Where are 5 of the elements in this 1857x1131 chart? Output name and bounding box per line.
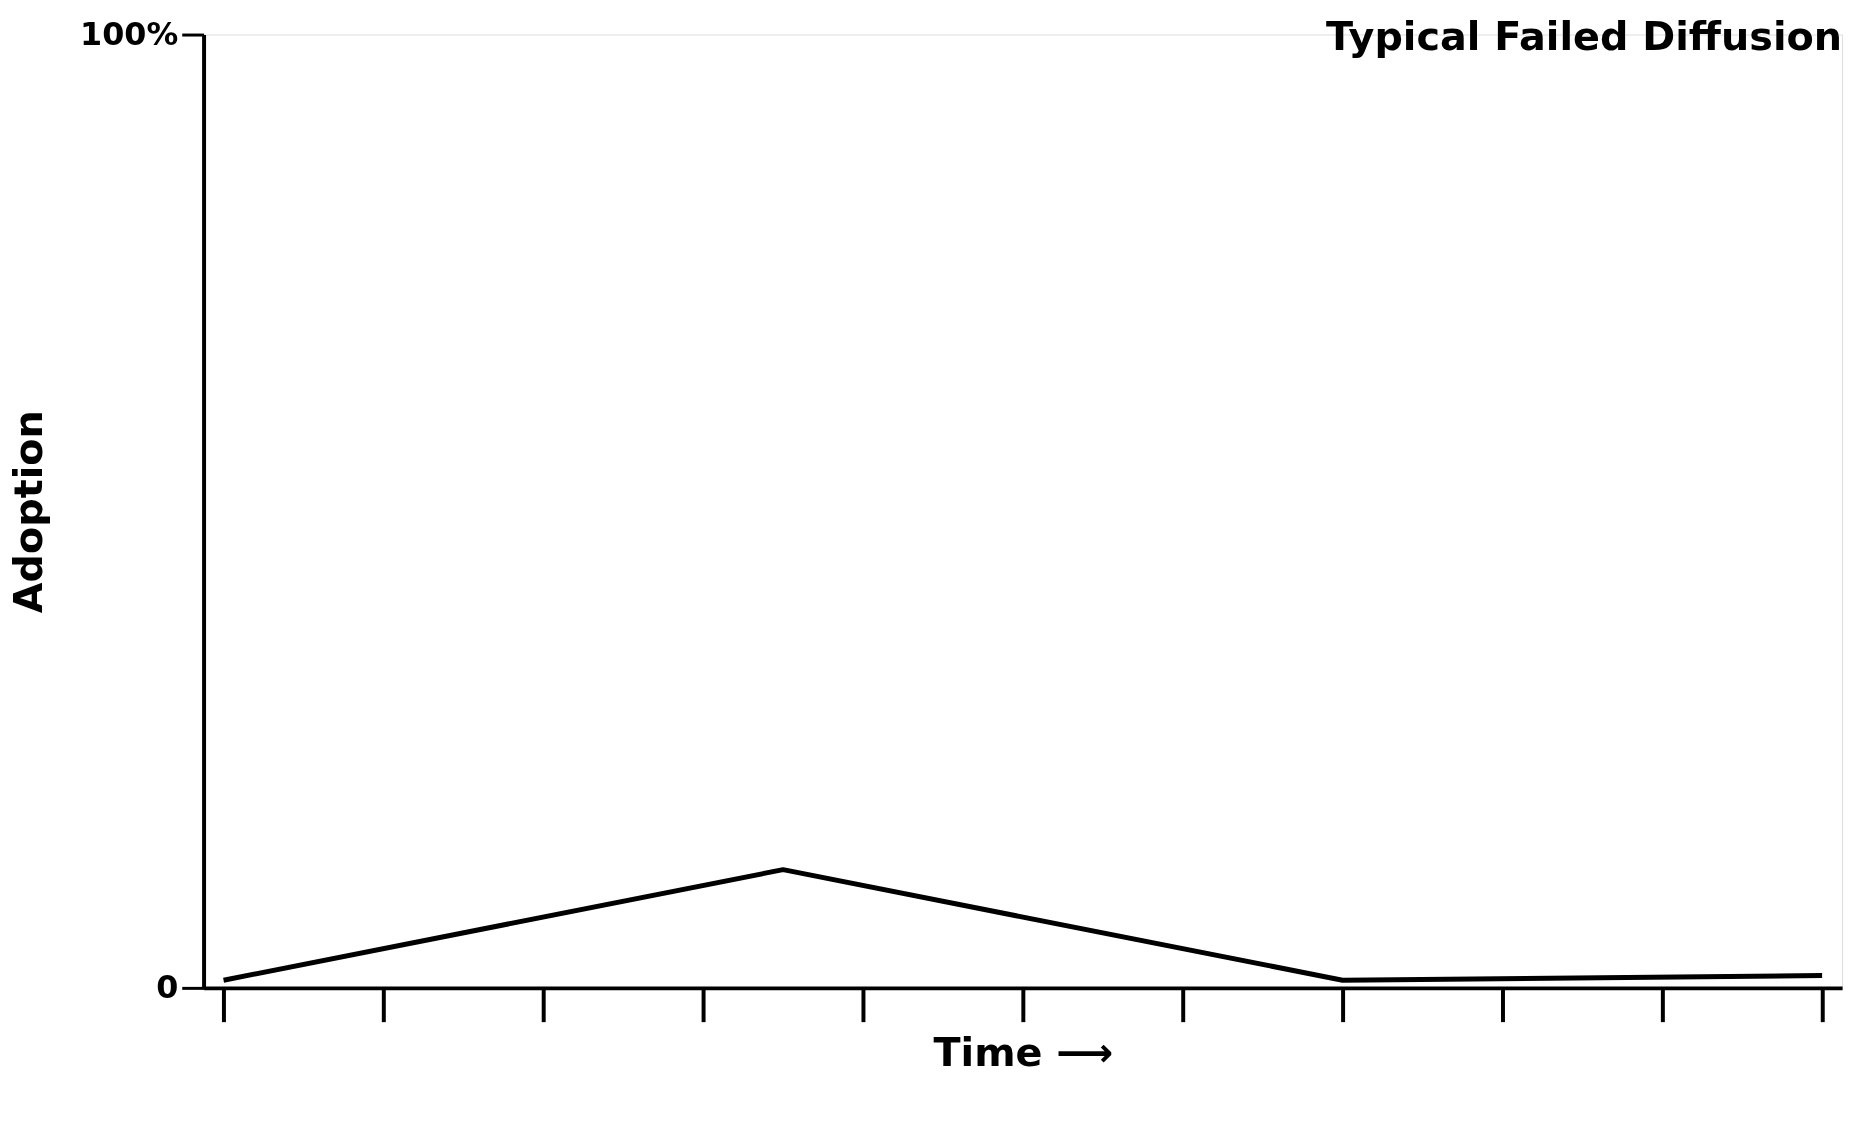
y-tick-label: 0 — [156, 969, 179, 1006]
x-axis-title: Time ⟶ — [933, 1028, 1114, 1075]
chart-title: Typical Failed Diffusion — [1326, 13, 1843, 60]
y-axis-title: Adoption — [5, 410, 52, 614]
y-tick-label: 100% — [80, 15, 179, 52]
